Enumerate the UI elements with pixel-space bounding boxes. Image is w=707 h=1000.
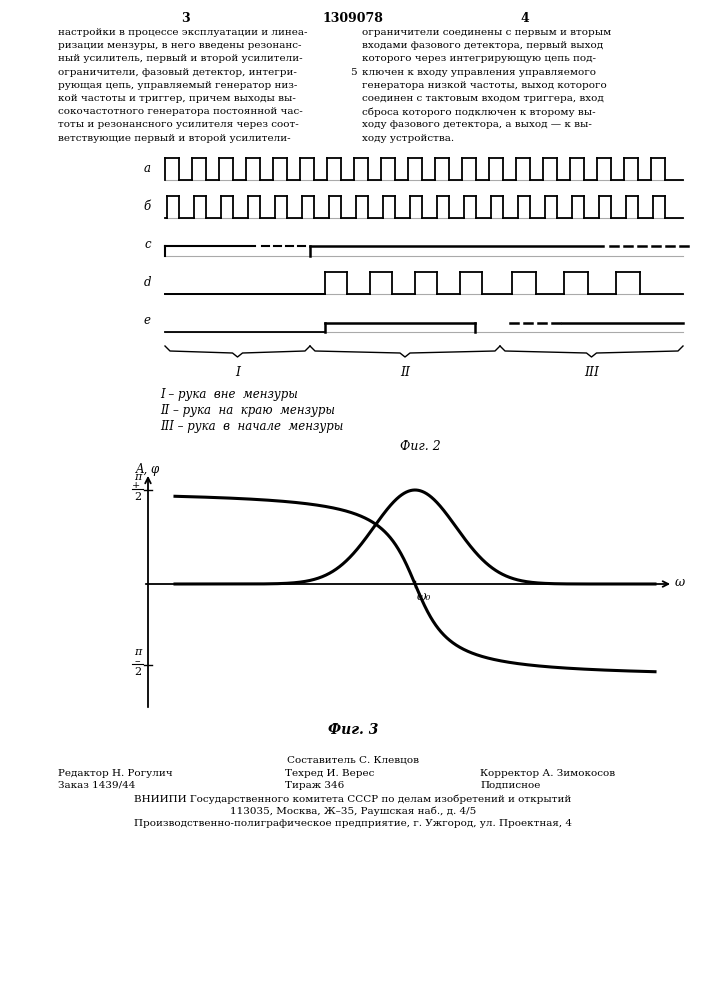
Text: Производственно-полиграфическое предприятие, г. Ужгород, ул. Проектная, 4: Производственно-полиграфическое предприя… bbox=[134, 819, 572, 828]
Text: 4: 4 bbox=[520, 12, 530, 25]
Text: I – рука  вне  мензуры: I – рука вне мензуры bbox=[160, 388, 298, 401]
Text: сброса которого подключен к второму вы-: сброса которого подключен к второму вы- bbox=[362, 107, 595, 117]
Text: 1309078: 1309078 bbox=[322, 12, 383, 25]
Text: соединен с тактовым входом триггера, вход: соединен с тактовым входом триггера, вхо… bbox=[362, 94, 604, 103]
Text: кой частоты и триггер, причем выходы вы-: кой частоты и триггер, причем выходы вы- bbox=[58, 94, 296, 103]
Text: которого через интегрирующую цепь под-: которого через интегрирующую цепь под- bbox=[362, 54, 596, 63]
Text: –: – bbox=[134, 656, 140, 666]
Text: ω₀: ω₀ bbox=[417, 590, 431, 603]
Text: ный усилитель, первый и второй усилители-: ный усилитель, первый и второй усилители… bbox=[58, 54, 303, 63]
Text: ризации мензуры, в него введены резонанс-: ризации мензуры, в него введены резонанс… bbox=[58, 41, 301, 50]
Text: Редактор Н. Рогулич: Редактор Н. Рогулич bbox=[58, 769, 173, 778]
Text: Заказ 1439/44: Заказ 1439/44 bbox=[58, 781, 135, 790]
Text: d: d bbox=[144, 276, 151, 290]
Text: 3: 3 bbox=[181, 12, 189, 25]
Text: ключен к входу управления управляемого: ключен к входу управления управляемого bbox=[362, 68, 596, 77]
Text: ветствующие первый и второй усилители-: ветствующие первый и второй усилители- bbox=[58, 134, 291, 143]
Text: Составитель С. Клевцов: Составитель С. Клевцов bbox=[287, 755, 419, 764]
Text: III: III bbox=[584, 366, 599, 379]
Text: рующая цепь, управляемый генератор низ-: рующая цепь, управляемый генератор низ- bbox=[58, 81, 298, 90]
Text: +: + bbox=[132, 482, 140, 490]
Text: c: c bbox=[144, 238, 151, 251]
Text: π: π bbox=[134, 647, 141, 657]
Text: настройки в процессе эксплуатации и линеа-: настройки в процессе эксплуатации и лине… bbox=[58, 28, 308, 37]
Text: генератора низкой частоты, выход которого: генератора низкой частоты, выход которог… bbox=[362, 81, 607, 90]
Text: тоты и резонансного усилителя через соот-: тоты и резонансного усилителя через соот… bbox=[58, 120, 299, 129]
Text: 5: 5 bbox=[350, 68, 356, 77]
Text: Фиг. 3: Фиг. 3 bbox=[328, 723, 378, 737]
Text: 113035, Москва, Ж–35, Раушская наб., д. 4/5: 113035, Москва, Ж–35, Раушская наб., д. … bbox=[230, 807, 476, 816]
Text: π: π bbox=[134, 472, 141, 482]
Text: a: a bbox=[144, 162, 151, 176]
Text: 2: 2 bbox=[134, 492, 141, 502]
Text: II – рука  на  краю  мензуры: II – рука на краю мензуры bbox=[160, 404, 335, 417]
Text: Тираж 346: Тираж 346 bbox=[285, 781, 344, 790]
Text: б: б bbox=[144, 200, 151, 214]
Text: Фиг. 2: Фиг. 2 bbox=[399, 440, 440, 453]
Text: II: II bbox=[400, 366, 410, 379]
Text: Техред И. Верес: Техред И. Верес bbox=[285, 769, 375, 778]
Text: входами фазового детектора, первый выход: входами фазового детектора, первый выход bbox=[362, 41, 603, 50]
Text: Подписное: Подписное bbox=[480, 781, 540, 790]
Text: III – рука  в  начале  мензуры: III – рука в начале мензуры bbox=[160, 420, 344, 433]
Text: ВНИИПИ Государственного комитета СССР по делам изобретений и открытий: ВНИИПИ Государственного комитета СССР по… bbox=[134, 795, 572, 804]
Text: ходу устройства.: ходу устройства. bbox=[362, 134, 454, 143]
Text: e: e bbox=[144, 314, 151, 328]
Text: ограничители, фазовый детектор, интегри-: ограничители, фазовый детектор, интегри- bbox=[58, 68, 297, 77]
Text: Корректор А. Зимокосов: Корректор А. Зимокосов bbox=[480, 769, 615, 778]
Text: 2: 2 bbox=[134, 667, 141, 677]
Text: I: I bbox=[235, 366, 240, 379]
Text: ходу фазового детектора, а выход — к вы-: ходу фазового детектора, а выход — к вы- bbox=[362, 120, 592, 129]
Text: сокочастотного генератора постоянной час-: сокочастотного генератора постоянной час… bbox=[58, 107, 303, 116]
Text: ω: ω bbox=[675, 576, 685, 588]
Text: A, φ: A, φ bbox=[136, 463, 160, 476]
Text: ограничители соединены с первым и вторым: ограничители соединены с первым и вторым bbox=[362, 28, 612, 37]
